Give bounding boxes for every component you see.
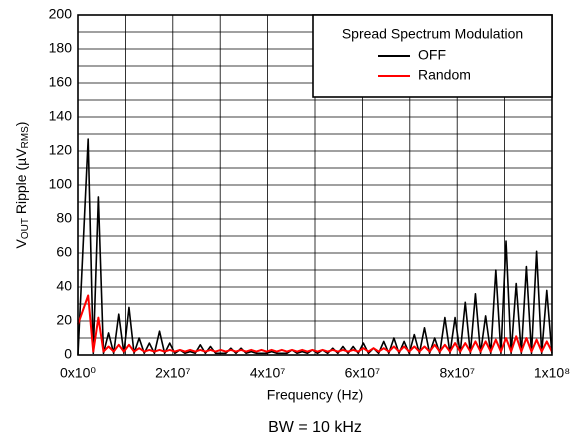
y-axis-label: VOUT Ripple (µVRMS) <box>13 122 31 249</box>
y-label-part: V <box>13 238 29 248</box>
legend-label: Random <box>418 67 471 83</box>
y-label-part: RMS <box>20 126 31 149</box>
y-tick-label: 160 <box>49 74 73 90</box>
footnote: BW = 10 kHz <box>268 419 362 436</box>
x-tick-label: 6x10⁷ <box>345 365 380 381</box>
y-tick-label: 140 <box>49 108 73 124</box>
y-tick-label: 40 <box>56 278 72 294</box>
y-label-part: ) <box>13 122 29 127</box>
y-label-part: Ripple (µV <box>13 148 29 218</box>
x-tick-label: 2x10⁷ <box>155 365 190 381</box>
y-tick-label: 80 <box>56 210 72 226</box>
y-tick-label: 200 <box>49 6 73 22</box>
x-axis-label: Frequency (Hz) <box>267 387 363 403</box>
y-tick-label: 60 <box>56 244 72 260</box>
legend-box <box>312 14 553 98</box>
y-tick-label: 100 <box>49 176 73 192</box>
legend-title: Spread Spectrum Modulation <box>342 26 523 42</box>
x-tick-label: 1x10⁸ <box>534 365 570 381</box>
x-tick-label: 8x10⁷ <box>439 365 474 381</box>
y-tick-label: 120 <box>49 142 73 158</box>
series-line <box>77 138 553 356</box>
series-line <box>77 294 553 353</box>
x-tick-label: 0x10⁰ <box>60 365 96 381</box>
y-label-part: OUT <box>20 218 31 239</box>
y-tick-label: 180 <box>49 40 73 56</box>
legend-label: OFF <box>418 47 446 63</box>
x-tick-label: 4x10⁷ <box>250 365 285 381</box>
y-tick-label: 20 <box>56 312 72 328</box>
legend: Spread Spectrum Modulation OFF Random <box>312 14 553 98</box>
y-tick-label: 0 <box>64 346 72 362</box>
